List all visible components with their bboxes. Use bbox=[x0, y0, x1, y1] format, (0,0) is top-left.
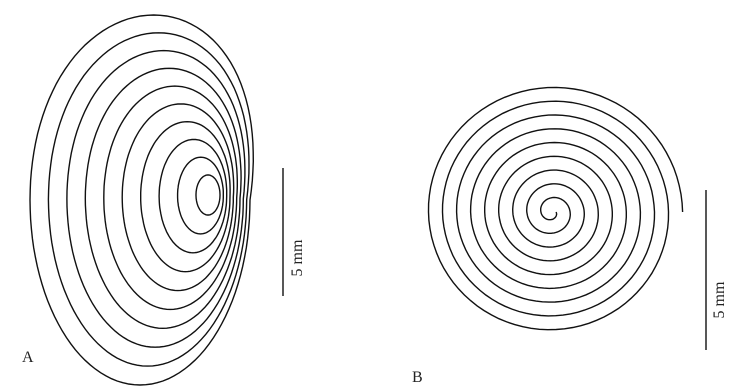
panel-label: B bbox=[412, 369, 423, 386]
growth-line bbox=[159, 139, 227, 252]
panel-label: A bbox=[22, 349, 34, 366]
growth-line bbox=[178, 157, 224, 234]
scale-label: 5 mm bbox=[711, 281, 728, 318]
panel-a-drawing bbox=[30, 15, 253, 385]
growth-line bbox=[85, 68, 241, 328]
growth-line bbox=[141, 122, 230, 272]
panel-b-drawing bbox=[429, 87, 683, 329]
figure: 5 mm A 5 mm B bbox=[0, 0, 729, 388]
growth-line bbox=[48, 33, 249, 366]
growth-line bbox=[196, 175, 220, 215]
scale-label: 5 mm bbox=[289, 239, 306, 276]
growth-line bbox=[104, 86, 238, 309]
growth-line bbox=[429, 87, 683, 329]
